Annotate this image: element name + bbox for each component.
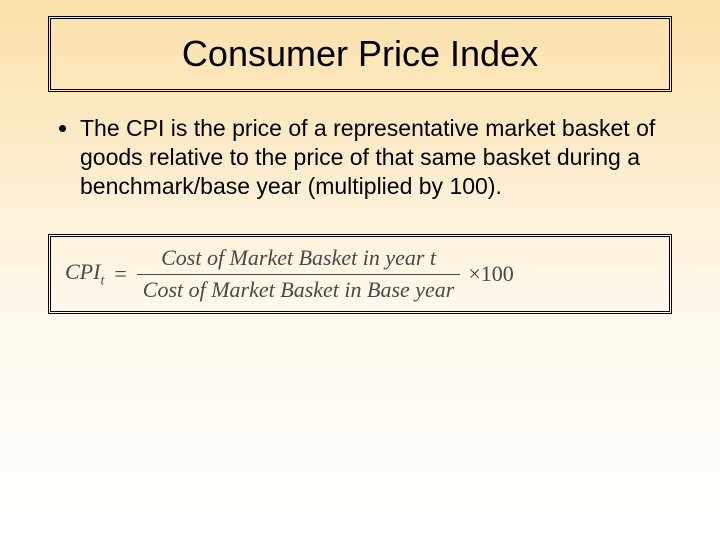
page-title: Consumer Price Index [61,33,659,75]
formula-lhs-sub: t [100,273,104,288]
formula-equals: = [110,261,130,287]
formula-fraction: Cost of Market Basket in year t Cost of … [137,245,461,303]
formula-numerator: Cost of Market Basket in year t [155,245,442,273]
bullet-list: The CPI is the price of a representative… [48,114,672,200]
formula-suffix: ×100 [466,261,513,287]
formula-lhs: CPIt [65,259,104,289]
bullet-item: The CPI is the price of a representative… [80,114,672,200]
formula-denominator: Cost of Market Basket in Base year [137,275,461,303]
formula-lhs-main: CPI [65,259,100,284]
title-box: Consumer Price Index [48,16,672,92]
formula-box: CPIt = Cost of Market Basket in year t C… [48,234,672,314]
